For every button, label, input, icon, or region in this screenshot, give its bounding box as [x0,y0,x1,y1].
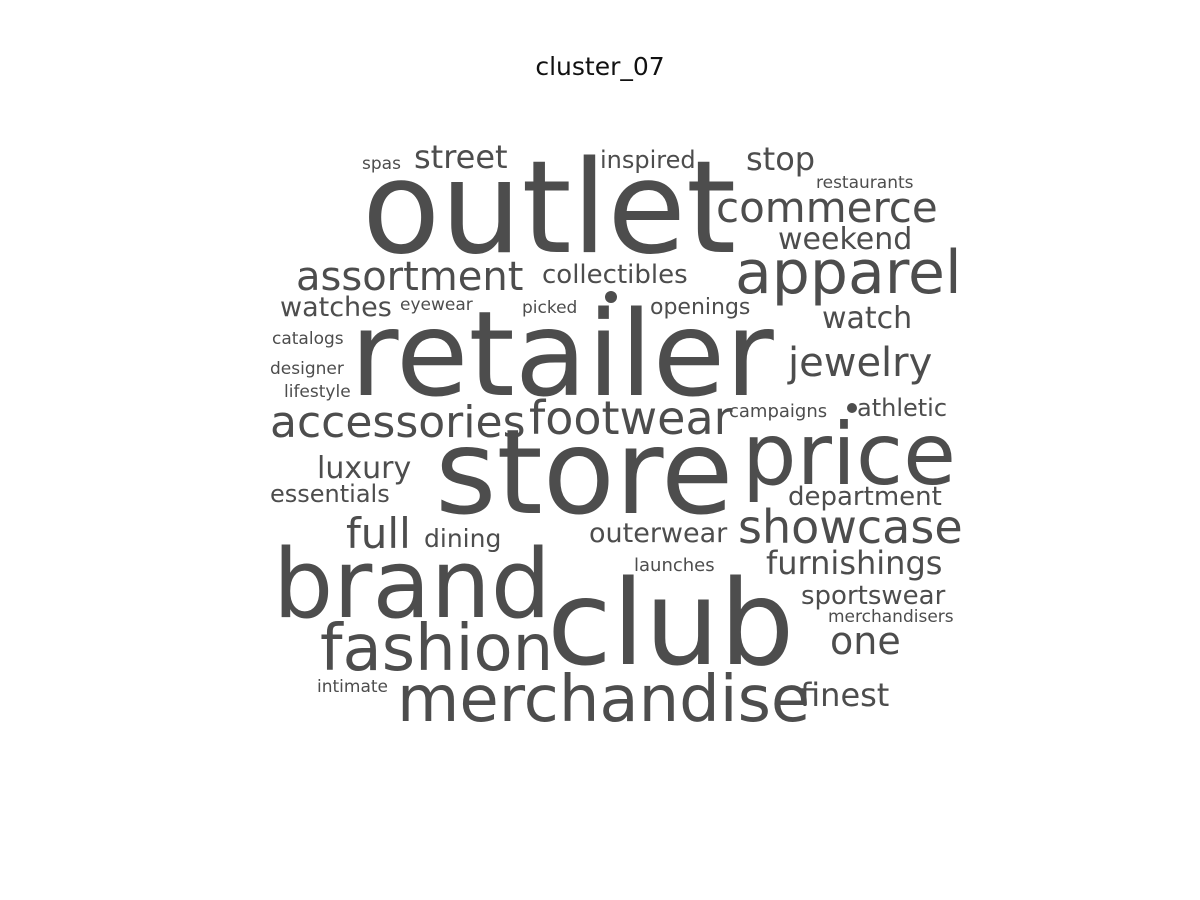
word-essentials: essentials [270,480,390,508]
word-footwear: footwear [529,391,733,445]
dot-mark-0 [605,291,617,303]
word-openings: openings [650,295,750,320]
word-merchandisers: merchandisers [828,607,954,627]
word-stop: stop [746,140,815,178]
word-designer: designer [270,359,344,379]
dot-mark-1 [847,403,857,413]
word-showcase: showcase [738,500,963,554]
word-price: price [742,405,956,505]
word-finest: finest [800,676,889,714]
word-commerce: commerce [716,183,938,232]
word-athletic: athletic [857,394,947,422]
word-collectibles: collectibles [542,260,688,290]
word-intimate: intimate [317,677,388,697]
word-luxury: luxury [317,451,411,486]
word-restaurants: restaurants [816,173,914,193]
word-jewelry: jewelry [787,340,932,386]
word-outlet: outlet [362,134,736,283]
word-watches: watches [280,292,392,323]
word-launches: launches [634,555,715,576]
word-assortment: assortment [296,254,523,300]
word-brand: brand [273,530,551,640]
word-apparel: apparel [735,238,962,308]
word-fashion: fashion [320,612,553,686]
word-spas: spas [362,154,401,174]
word-merchandise: merchandise [397,663,810,737]
word-sportswear: sportswear [801,581,946,611]
word-picked: picked [522,298,577,318]
word-lifestyle: lifestyle [284,382,351,402]
word-inspired: inspired [600,146,696,174]
word-club: club [547,554,794,692]
word-furnishings: furnishings [766,544,942,582]
word-full: full [346,509,411,558]
word-street: street [414,138,508,176]
word-catalogs: catalogs [272,329,344,349]
word-dining: dining [424,524,501,553]
word-one: one [830,619,901,663]
word-store: store [435,403,733,541]
chart-title: cluster_07 [535,52,665,81]
word-campaigns: campaigns [729,401,827,422]
word-watch: watch [822,301,912,336]
word-eyewear: eyewear [400,295,473,315]
word-retailer: retailer [350,285,774,423]
word-outerwear: outerwear [589,518,728,549]
word-department: department [788,482,942,512]
word-weekend: weekend [778,222,912,257]
word-accessories: accessories [270,397,526,448]
